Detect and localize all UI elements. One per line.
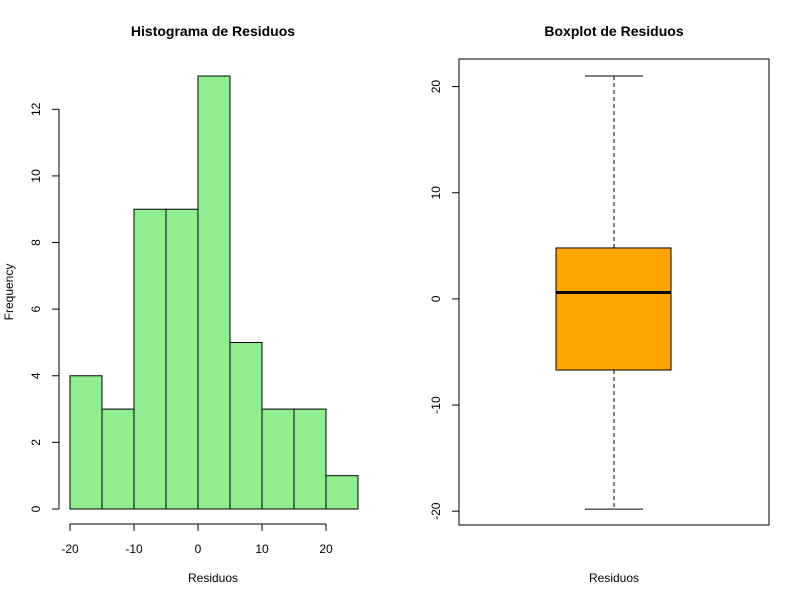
histogram-bar [325, 475, 359, 510]
histogram-bar [293, 408, 327, 510]
histogram-y-axis: 0 2 4 6 8 10 12 [29, 102, 60, 512]
histogram-x-tick-label: -20 [61, 542, 79, 556]
boxplot-marks [555, 75, 672, 510]
histogram-bar [165, 208, 199, 510]
histogram-x-axis: -20 -10 0 10 20 [61, 523, 333, 556]
histogram-bar [101, 408, 135, 510]
boxplot-y-tick-label: 0 [429, 295, 443, 302]
histogram-panel: Histograma de Residuos Residuos Frequenc… [2, 23, 359, 585]
histogram-bar [133, 208, 167, 510]
histogram-bar [261, 408, 295, 510]
histogram-x-tick-label: 10 [255, 542, 269, 556]
histogram-bar [69, 375, 103, 510]
histogram-y-tick-label: 4 [29, 372, 43, 379]
histogram-bars [69, 75, 359, 510]
histogram-y-tick-label: 12 [29, 102, 43, 116]
histogram-y-tick-label: 6 [29, 305, 43, 312]
boxplot-y-tick-label: -20 [429, 502, 443, 520]
histogram-x-tick-label: -10 [125, 542, 143, 556]
histogram-y-label: Frequency [2, 264, 16, 321]
histogram-bar [197, 75, 231, 510]
boxplot-y-tick-label: -10 [429, 396, 443, 414]
histogram-title: Histograma de Residuos [131, 23, 295, 39]
boxplot-y-tick-label: 10 [429, 186, 443, 200]
histogram-y-tick-label: 0 [29, 505, 43, 512]
histogram-x-label: Residuos [188, 571, 238, 585]
boxplot-y-tick-label: 20 [429, 80, 443, 94]
boxplot-title: Boxplot de Residuos [544, 23, 683, 39]
histogram-y-tick-label: 8 [29, 239, 43, 246]
histogram-x-tick-label: 20 [319, 542, 333, 556]
boxplot-x-label: Residuos [589, 571, 639, 585]
boxplot-panel: Boxplot de Residuos Residuos -20 -10 0 10 20 [429, 23, 770, 585]
histogram-y-tick-label: 2 [29, 439, 43, 446]
histogram-x-tick-label: 0 [195, 542, 202, 556]
histogram-bar [229, 341, 263, 510]
boxplot-y-axis: -20 -10 0 10 20 [429, 80, 460, 520]
boxplot-box [555, 247, 672, 371]
histogram-y-tick-label: 10 [29, 169, 43, 183]
